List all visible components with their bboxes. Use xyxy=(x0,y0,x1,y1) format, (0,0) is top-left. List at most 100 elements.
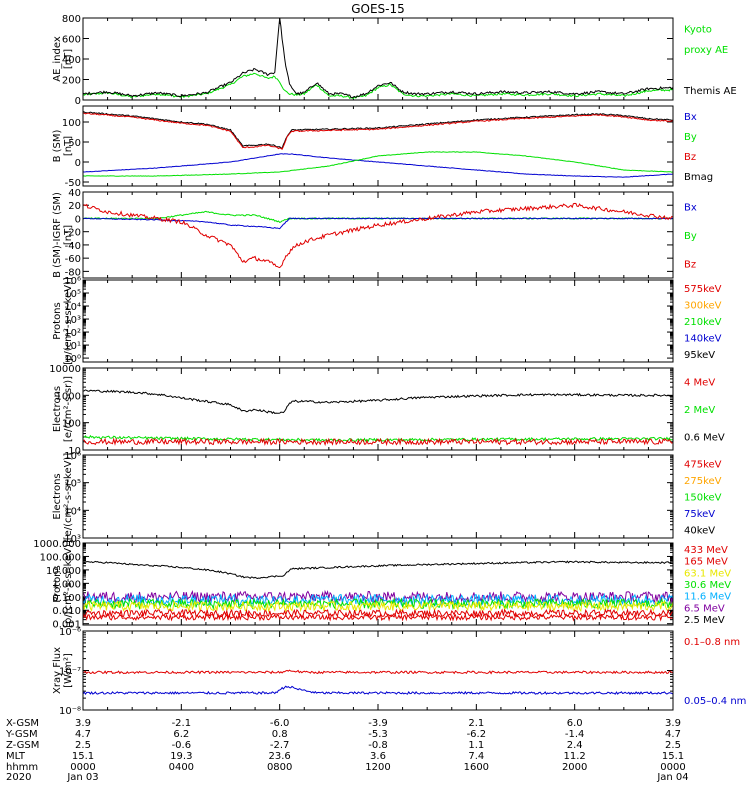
footer-value: 6.0 xyxy=(567,718,583,729)
legend-entry: 300keV xyxy=(684,301,722,312)
y-tick-label: 800 xyxy=(62,14,81,25)
footer-row-label: 2020 xyxy=(6,772,31,783)
series-0-1-0-8-nm xyxy=(83,669,673,675)
series-kyoto-proxy-ae xyxy=(83,72,673,100)
footer-value: 7.4 xyxy=(468,751,484,762)
footer-value: 6.2 xyxy=(173,729,189,740)
y-tick-label: 10⁵ xyxy=(64,479,81,490)
legend-entry: Kyoto xyxy=(684,24,712,35)
y-tick-label: 10.000 xyxy=(46,566,81,577)
footer-row-label: hhmm xyxy=(6,762,38,773)
footer-value: -6.2 xyxy=(467,729,487,740)
series-themis-ae xyxy=(83,18,673,99)
series-group xyxy=(83,18,673,100)
y-tick-label: 100 xyxy=(62,419,81,430)
footer-value: -2.1 xyxy=(172,718,192,729)
legend-entry: 0.6 MeV xyxy=(684,432,725,443)
y-axis-label-line: [p/(cm²-s-sr-keV)] xyxy=(63,277,74,365)
footer-value: 3.6 xyxy=(370,751,386,762)
series-group xyxy=(83,111,673,178)
legend-entry: 95keV xyxy=(684,350,715,361)
y-axis-label-line: Protons xyxy=(52,565,63,602)
footer-value: 15.1 xyxy=(662,751,684,762)
legend-entry: Themis AE xyxy=(683,86,737,97)
y-tick-label: 1000.000 xyxy=(33,539,81,550)
y-tick-label: -40 xyxy=(65,241,81,252)
y-tick-label: 0.001 xyxy=(52,620,81,631)
y-axis-label-line: [W/m²] xyxy=(63,653,74,688)
series-group xyxy=(83,669,673,695)
panel-frame xyxy=(82,454,674,539)
y-axis-label-line: AE_index xyxy=(52,36,63,82)
y-tick-label: 10³ xyxy=(64,534,81,545)
panel-bsm: B (SM)[nT] -50 0 50 100 Bx By Bz Bmag xyxy=(52,105,713,189)
y-axis-label: Protons[p/(cm²-s-sr-keV)] xyxy=(52,540,74,628)
y-tick-label: -50 xyxy=(65,178,81,189)
footer-row-label: MLT xyxy=(6,751,26,762)
footer-value: 0400 xyxy=(169,762,194,773)
footer-value: Jan 04 xyxy=(656,772,688,783)
legend-entry: 575keV xyxy=(684,284,722,295)
y-tick-label: 20 xyxy=(68,201,81,212)
legend-entry: 30.6 MeV xyxy=(684,580,731,591)
footer-value: 11.2 xyxy=(564,751,586,762)
footer-value: 1600 xyxy=(464,762,489,773)
series-11-6-mev xyxy=(83,592,673,607)
footer-value: 2.1 xyxy=(468,718,484,729)
footer-value: -5.3 xyxy=(368,729,388,740)
y-axis-label-line: [e/(cm²-s-sr-keV)] xyxy=(63,453,74,541)
y-tick-label: 10⁰ xyxy=(64,354,81,365)
y-tick-label: 10⁻⁸ xyxy=(59,706,81,717)
orbit-footer: X-GSMY-GSMZ-GSMMLThhmm20203.94.72.515.10… xyxy=(5,718,689,783)
footer-value: -3.9 xyxy=(368,718,388,729)
panel-frame xyxy=(82,630,674,711)
y-tick-label: 10³ xyxy=(64,315,81,326)
y-tick-label: 40 xyxy=(68,188,81,199)
footer-value: 2.5 xyxy=(75,740,91,751)
legend-entry: By xyxy=(684,231,697,242)
footer-value: 0.8 xyxy=(272,729,288,740)
y-tick-label: 200 xyxy=(62,76,81,87)
series-0-05-0-4-nm xyxy=(83,685,673,695)
y-axis-label: Protons[p/(cm²-s-sr-keV)] xyxy=(52,277,74,365)
panel-frame xyxy=(82,542,674,626)
footer-value: 2.5 xyxy=(665,740,681,751)
series-433-mev xyxy=(83,613,673,622)
y-axis-label-line: Xray Flux xyxy=(52,647,63,694)
legend-entry: 0.05–0.4 nm xyxy=(684,696,746,707)
series-group xyxy=(83,389,673,447)
y-tick-label: -20 xyxy=(65,228,81,239)
legend-entry: Bmag xyxy=(684,172,713,183)
footer-row-label: X-GSM xyxy=(6,718,39,729)
legend-entry: 475keV xyxy=(684,459,722,470)
series-group xyxy=(83,560,673,622)
legend-entry: 150keV xyxy=(684,493,722,504)
footer-row-label: Z-GSM xyxy=(6,740,39,751)
y-axis-label-line: B (SM)-IGRF (SM) xyxy=(52,192,63,278)
legend-entry: 4 MeV xyxy=(684,378,715,389)
footer-value: -6.0 xyxy=(270,718,290,729)
y-tick-label: 0 xyxy=(75,214,81,225)
series-4-mev xyxy=(83,437,673,447)
legend-entry: 0.1–0.8 nm xyxy=(684,637,740,648)
y-tick-label: 100 xyxy=(62,118,81,129)
legend-entry: 433 MeV xyxy=(684,545,728,556)
footer-value: Jan 03 xyxy=(66,772,98,783)
panel-frame xyxy=(82,367,674,451)
y-axis-label-line: [nT] xyxy=(63,49,74,69)
footer-value: 4.7 xyxy=(665,729,681,740)
y-tick-label: 10000 xyxy=(49,364,81,375)
footer-value: 1200 xyxy=(365,762,390,773)
y-axis-label-line: [e/(cm²-s-sr)] xyxy=(63,376,74,442)
series-bmag xyxy=(83,111,673,149)
legend-entry: Bx xyxy=(684,202,697,213)
y-tick-label: 10⁻⁶ xyxy=(59,627,81,638)
panel-pflux: Protons[p/(cm²-s-sr-keV)]10⁰ 10¹ 10² 10³ 10⁴… xyxy=(52,276,722,365)
panel-frame xyxy=(82,105,674,187)
y-tick-label: 0 xyxy=(75,158,81,169)
legend-entry: Bx xyxy=(684,112,697,123)
y-axis-label: B (SM)[nT] xyxy=(52,129,74,162)
y-tick-label: 0.010 xyxy=(52,606,81,617)
footer-value: 2.4 xyxy=(567,740,583,751)
legend-entry: proxy AE xyxy=(684,45,728,56)
